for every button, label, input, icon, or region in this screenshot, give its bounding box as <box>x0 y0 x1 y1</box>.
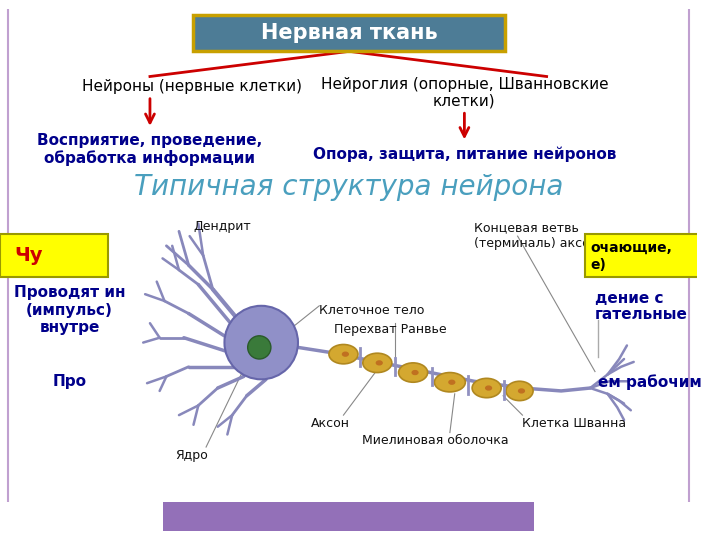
Text: гательные: гательные <box>595 307 688 322</box>
Text: Миелиновая оболочка: Миелиновая оболочка <box>362 435 509 448</box>
Ellipse shape <box>363 353 392 373</box>
Text: Проводят ин
(импульс)
внутре: Проводят ин (импульс) внутре <box>14 286 125 335</box>
FancyBboxPatch shape <box>194 15 505 51</box>
Text: Нейроны (нервные клетки): Нейроны (нервные клетки) <box>82 79 302 94</box>
Text: Ядро: Ядро <box>175 449 208 462</box>
Text: Опора, защита, питание нейронов: Опора, защита, питание нейронов <box>312 146 616 161</box>
Text: ем рабочим: ем рабочим <box>598 374 702 390</box>
Ellipse shape <box>343 352 348 356</box>
Ellipse shape <box>518 389 524 393</box>
Text: Аксон: Аксон <box>311 417 351 430</box>
Text: Клетка Шванна: Клетка Шванна <box>523 417 626 430</box>
Ellipse shape <box>486 386 492 390</box>
Ellipse shape <box>449 380 455 384</box>
Text: Про: Про <box>53 374 86 389</box>
Text: Типичная структура нейрона: Типичная структура нейрона <box>134 173 563 201</box>
Circle shape <box>225 306 298 379</box>
Ellipse shape <box>399 363 428 382</box>
FancyBboxPatch shape <box>585 234 701 277</box>
Text: Нервная ткань: Нервная ткань <box>261 23 438 43</box>
Ellipse shape <box>412 370 418 374</box>
Text: Концевая ветвь
(терминаль) аксона: Концевая ветвь (терминаль) аксона <box>474 221 606 249</box>
Text: очающие,: очающие, <box>590 241 672 255</box>
Ellipse shape <box>377 361 382 365</box>
Text: е): е) <box>590 258 606 272</box>
Text: Восприятие, проведение,
обработка информации: Восприятие, проведение, обработка информ… <box>37 133 263 166</box>
Bar <box>0 502 163 531</box>
Ellipse shape <box>329 345 358 364</box>
Ellipse shape <box>472 379 501 397</box>
Text: Клеточное тело: Клеточное тело <box>319 304 425 317</box>
Text: Нейроглия (опорные, Шванновские
клетки): Нейроглия (опорные, Шванновские клетки) <box>320 77 608 109</box>
Ellipse shape <box>434 373 465 392</box>
Text: Дендрит: Дендрит <box>194 220 251 233</box>
Ellipse shape <box>506 381 533 401</box>
Bar <box>534 502 696 531</box>
Text: Перехват Ранвье: Перехват Ранвье <box>334 323 446 336</box>
Bar <box>0 502 696 531</box>
FancyBboxPatch shape <box>0 234 108 277</box>
Text: дение с: дение с <box>595 291 664 306</box>
Circle shape <box>248 336 271 359</box>
Text: Чу: Чу <box>14 246 43 265</box>
